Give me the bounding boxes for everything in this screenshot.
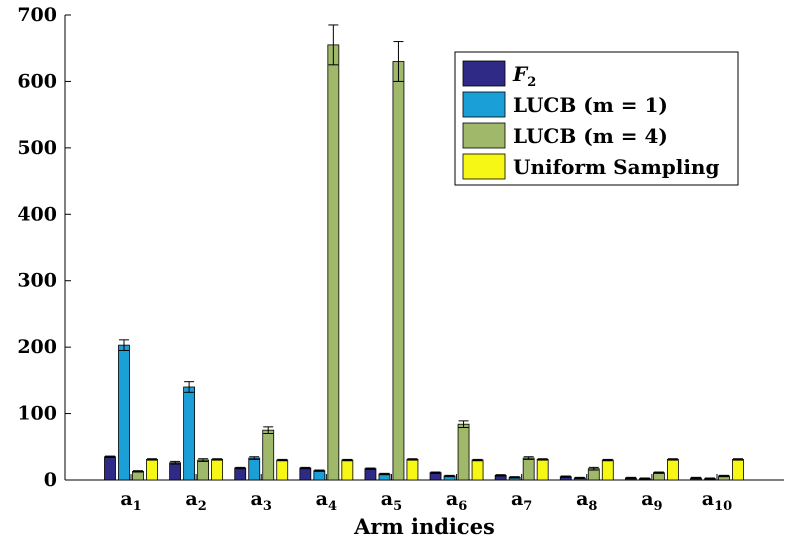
y-tick-label: 100 [17,403,57,425]
legend-swatch-f2 [462,60,506,87]
bar-lucb-m-4 [457,423,470,481]
legend-swatch-lucb-m-1 [462,91,506,118]
x-tick-label: a5 [381,488,402,514]
bar-lucb-m-1 [183,386,196,481]
bar-uniform-sampling [276,459,289,481]
x-tick-label: a7 [511,488,532,514]
bar-lucb-m-1 [118,344,130,481]
bar-f2 [169,462,182,481]
bar-uniform-sampling [211,459,224,481]
bar-lucb-m-4 [327,44,340,481]
bars [104,24,744,481]
bar-f2 [364,468,377,481]
legend-swatch-lucb-m-4 [462,122,506,149]
y-tick-label: 400 [17,203,57,225]
x-tick-label: a8 [576,488,597,514]
x-tick-label: a1 [120,488,141,514]
bar-uniform-sampling [536,459,549,481]
x-tick-label: a2 [185,488,206,514]
bar-lucb-m-4 [522,457,535,481]
bar-lucb-m-1 [248,457,261,481]
bar-lucb-m-4 [132,470,144,481]
bar-uniform-sampling [341,459,354,481]
x-tick-label: a3 [251,488,272,514]
y-tick-label: 0 [44,469,57,491]
bar-uniform-sampling [732,459,744,481]
x-tick-label: a6 [446,488,467,514]
y-tick-label: 500 [17,137,57,159]
bar-uniform-sampling [146,459,158,481]
bar-uniform-sampling [471,459,484,481]
x-tick-label: a10 [702,488,732,514]
y-tick-label: 700 [17,4,57,26]
bar-uniform-sampling [406,459,419,481]
x-axis-title: Arm indices [353,514,495,539]
bar-f2 [299,467,312,481]
legend-label-uniform-sampling: Uniform Sampling [513,155,719,179]
legend-label-lucb-m-1: LUCB (m = 1) [513,93,668,117]
x-tick-label: a4 [316,488,337,514]
y-tick-label: 300 [17,270,57,292]
bar-f2 [104,456,116,481]
y-axis: 0 100 200 300 400 500 600 700 [17,4,71,491]
x-axis: a1 a2 a3 a4 a5 a6 a7 a8 a9 a10 [120,474,732,514]
bar-lucb-m-4 [197,459,210,481]
bar-uniform-sampling [666,459,679,481]
legend-label-lucb-m-4: LUCB (m = 4) [513,124,668,148]
legend: F2 LUCB (m = 1) LUCB (m = 4) Uniform Sampli… [454,51,739,186]
legend-label-f2: F2 [512,62,536,90]
bar-lucb-m-4 [392,61,405,481]
bar-f2 [234,467,247,481]
bar-lucb-m-1 [313,470,326,481]
x-tick-label: a9 [641,488,662,514]
y-tick-label: 200 [17,336,57,358]
y-tick-label: 600 [17,70,57,92]
bar-uniform-sampling [601,459,614,481]
bar-lucb-m-4 [262,429,275,481]
legend-swatch-uniform-sampling [462,153,506,180]
